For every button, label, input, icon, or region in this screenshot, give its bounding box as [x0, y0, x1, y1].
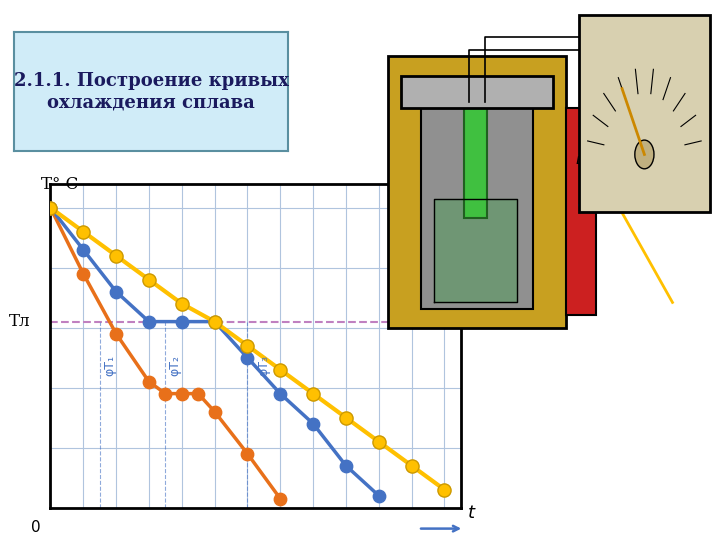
Point	[406, 461, 418, 470]
Text: t: t	[468, 504, 475, 522]
Point	[110, 251, 122, 260]
Point	[176, 389, 187, 398]
Point	[176, 299, 187, 308]
FancyBboxPatch shape	[567, 108, 596, 315]
Text: φT₃: φT₃	[257, 355, 270, 376]
Circle shape	[635, 140, 654, 169]
FancyBboxPatch shape	[401, 76, 553, 108]
Point	[340, 461, 351, 470]
FancyBboxPatch shape	[464, 102, 487, 218]
Text: ~ V: ~ V	[593, 94, 619, 109]
Point	[45, 203, 56, 212]
Point	[274, 494, 286, 503]
Point	[45, 203, 56, 212]
FancyBboxPatch shape	[420, 108, 534, 309]
Point	[209, 318, 220, 326]
Point	[209, 318, 220, 326]
Text: φT₁: φT₁	[103, 355, 116, 376]
Point	[143, 377, 155, 386]
Point	[274, 389, 286, 398]
Point	[192, 389, 204, 398]
Text: T° C: T° C	[40, 176, 78, 193]
Text: 2.1.1. Построение кривых
охлаждения сплава: 2.1.1. Построение кривых охлаждения спла…	[14, 72, 289, 111]
Point	[438, 485, 450, 494]
Polygon shape	[434, 199, 517, 302]
Point	[209, 407, 220, 416]
Point	[110, 287, 122, 296]
Text: φT₂: φT₂	[168, 355, 181, 376]
Point	[373, 437, 384, 446]
Point	[78, 269, 89, 278]
Point	[160, 389, 171, 398]
Point	[143, 275, 155, 284]
Point	[307, 419, 319, 428]
Point	[274, 365, 286, 374]
Point	[340, 413, 351, 422]
Point	[242, 353, 253, 362]
Point	[110, 329, 122, 338]
Text: вода: вода	[575, 152, 611, 166]
FancyBboxPatch shape	[387, 56, 567, 328]
Point	[45, 203, 56, 212]
Point	[176, 318, 187, 326]
Text: 0: 0	[31, 519, 40, 535]
Point	[78, 245, 89, 254]
Point	[373, 491, 384, 500]
Point	[78, 227, 89, 236]
Point	[307, 389, 319, 398]
Point	[143, 318, 155, 326]
FancyBboxPatch shape	[579, 15, 710, 212]
Point	[242, 341, 253, 350]
Point	[242, 449, 253, 458]
Text: Тл: Тл	[9, 313, 31, 330]
